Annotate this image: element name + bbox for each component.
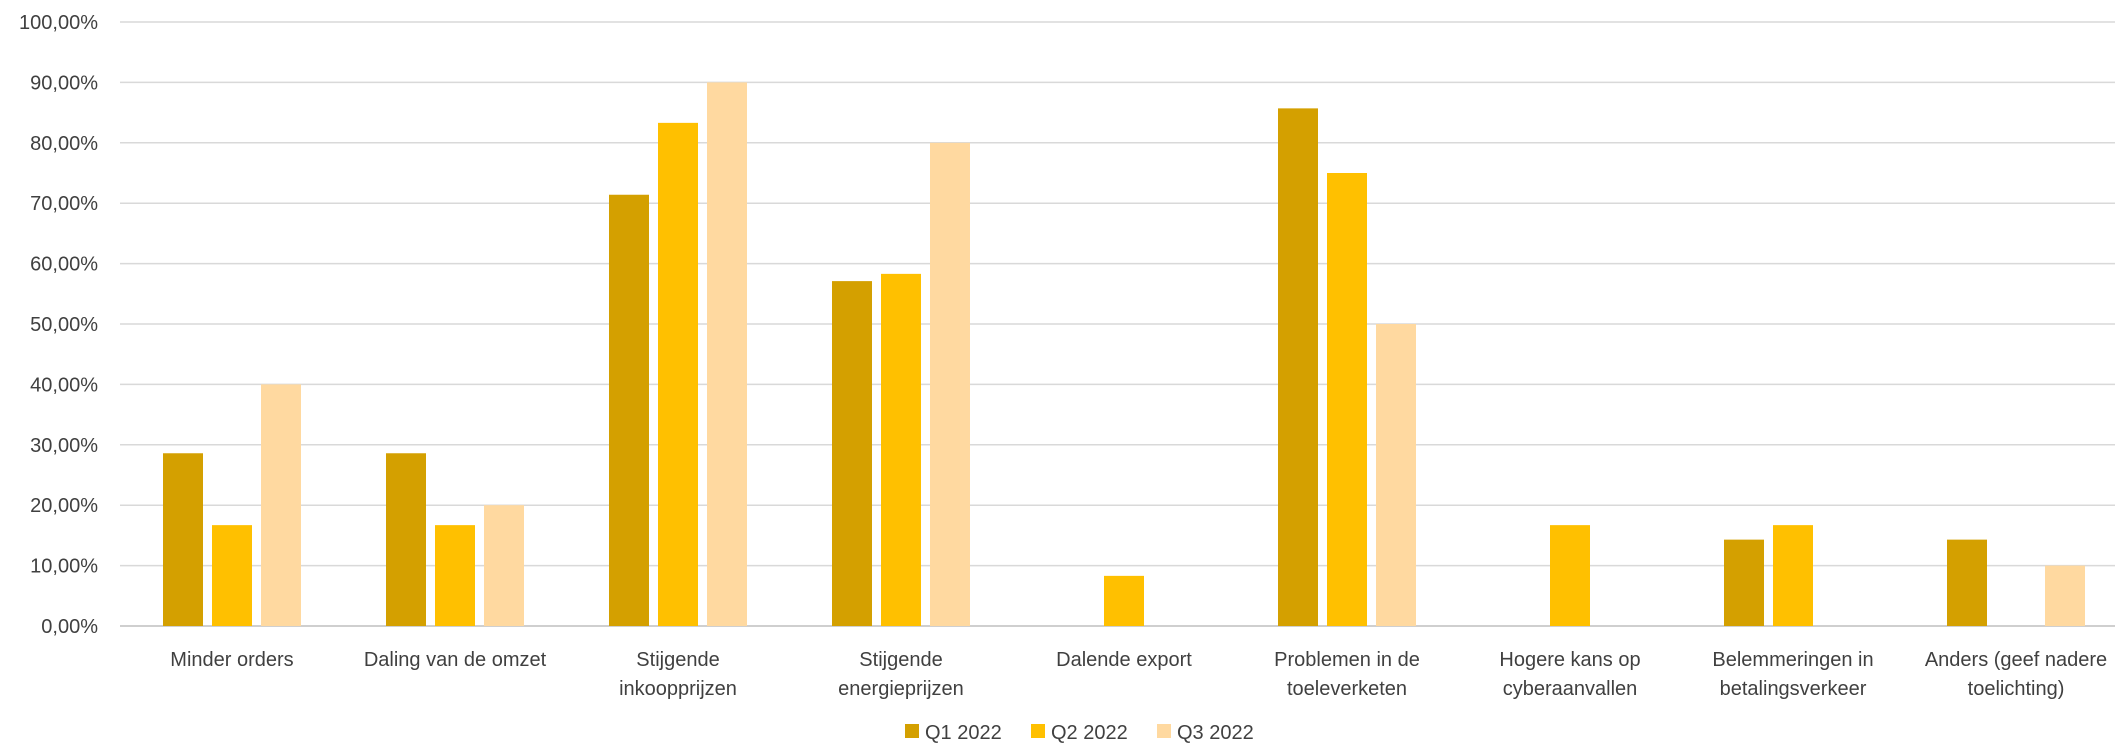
bar-q3-2022 [261, 384, 301, 626]
x-tick-label: toeleverketen [1287, 678, 1407, 700]
y-tick-label: 50,00% [30, 314, 98, 336]
bar-q2-2022 [881, 273, 921, 626]
x-axis-labels: Minder orders Daling van de omzet Stijgend… [170, 649, 2107, 700]
legend-label: Q2 2022 [1051, 722, 1128, 744]
x-tick-label: Problemen in de [1274, 649, 1420, 671]
bar-q1-2022 [386, 453, 426, 626]
y-tick-label: 10,00% [30, 556, 98, 578]
y-tick-label: 20,00% [30, 495, 98, 517]
x-tick-label: Anders (geef nadere [1925, 649, 2107, 671]
bar-q1-2022 [1278, 108, 1318, 626]
x-tick-label: Minder orders [170, 649, 293, 671]
x-tick-label: Dalende export [1056, 649, 1192, 671]
x-tick-label: Daling van de omzet [364, 649, 547, 671]
legend-swatch [905, 724, 919, 738]
bar-q2-2022 [1327, 173, 1367, 626]
bar-q2-2022 [1773, 525, 1813, 626]
y-tick-label: 0,00% [41, 616, 98, 638]
y-tick-label: 100,00% [19, 12, 98, 34]
x-tick-label: Hogere kans op [1499, 649, 1640, 671]
y-tick-label: 30,00% [30, 435, 98, 457]
bar-q1-2022 [1947, 539, 1987, 626]
y-tick-label: 90,00% [30, 72, 98, 94]
x-tick-label: Stijgende [636, 649, 719, 671]
bar-q3-2022 [930, 142, 970, 627]
x-tick-label: Stijgende [859, 649, 942, 671]
legend-swatch [1157, 724, 1171, 738]
x-tick-label: energieprijzen [838, 678, 964, 700]
bar-q3-2022 [1376, 324, 1416, 626]
bar-q1-2022 [1724, 539, 1764, 626]
bar-q2-2022 [658, 122, 698, 627]
y-tick-label: 70,00% [30, 193, 98, 215]
bar-q2-2022 [435, 525, 475, 626]
x-tick-label: cyberaanvallen [1503, 678, 1638, 700]
legend-label: Q3 2022 [1177, 722, 1254, 744]
bar-q1-2022 [609, 194, 649, 626]
y-tick-label: 60,00% [30, 254, 98, 276]
bar-q3-2022 [2045, 565, 2085, 626]
bar-q3-2022 [484, 505, 524, 626]
y-tick-label: 80,00% [30, 133, 98, 155]
bar-q1-2022 [163, 453, 203, 626]
bar-q2-2022 [1550, 525, 1590, 626]
bars [163, 82, 2085, 627]
x-tick-label: betalingsverkeer [1720, 678, 1867, 700]
y-tick-label: 40,00% [30, 374, 98, 396]
legend-label: Q1 2022 [925, 722, 1002, 744]
bar-q1-2022 [832, 281, 872, 626]
x-tick-label: inkoopprijzen [619, 678, 737, 700]
bar-q2-2022 [1104, 575, 1144, 626]
x-tick-label: Belemmeringen in [1712, 649, 1873, 671]
bar-q3-2022 [707, 82, 747, 626]
bar-q2-2022 [212, 525, 252, 626]
x-tick-label: toelichting) [1968, 678, 2065, 700]
y-axis-ticks: 0,00% 10,00% 20,00% 30,00% 40,00% 50,00% 60,00… [19, 12, 98, 638]
legend-swatch [1031, 724, 1045, 738]
legend: Q1 2022 Q2 2022 Q3 2022 [905, 722, 1254, 744]
